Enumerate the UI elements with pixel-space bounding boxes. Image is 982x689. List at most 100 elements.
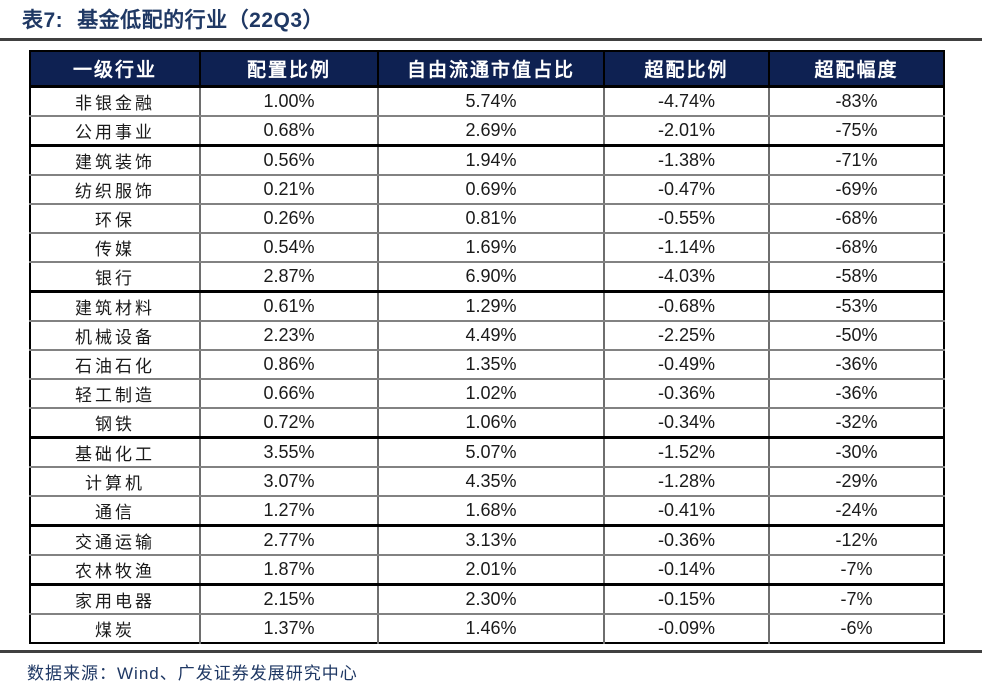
cell-overweight-ratio: -0.34% [603, 408, 769, 439]
cell-overweight-ratio: -4.03% [603, 262, 769, 293]
cell-overweight-magnitude: -30% [768, 437, 944, 468]
cell-industry: 银行 [30, 262, 200, 293]
table-row: 家用电器 2.15% 2.30% -0.15% -7% [30, 584, 944, 615]
cell-float-mcap-share: 1.29% [377, 291, 604, 322]
cell-industry: 交通运输 [30, 525, 200, 556]
table-row: 钢铁 0.72% 1.06% -0.34% -32% [30, 408, 944, 439]
table-row: 传媒 0.54% 1.69% -1.14% -68% [30, 233, 944, 263]
fund-underweight-industries-table: 一级行业 配置比例 自由流通市值占比 超配比例 超配幅度 非银金融 1.00% 5.… [29, 50, 945, 644]
cell-overweight-ratio: -0.36% [603, 525, 769, 556]
cell-industry: 传媒 [30, 233, 200, 263]
cell-float-mcap-share: 1.94% [377, 145, 604, 176]
title-divider [0, 38, 982, 41]
cell-allocation-ratio: 0.86% [199, 350, 378, 380]
cell-overweight-ratio: -2.01% [603, 116, 769, 147]
cell-overweight-magnitude: -53% [768, 291, 944, 322]
cell-industry: 石油石化 [30, 350, 200, 380]
cell-allocation-ratio: 0.21% [199, 175, 378, 205]
cell-overweight-magnitude: -68% [768, 204, 944, 234]
column-header-allocation-ratio: 配置比例 [199, 51, 378, 88]
cell-overweight-ratio: -1.28% [603, 467, 769, 497]
cell-overweight-magnitude: -12% [768, 525, 944, 556]
cell-float-mcap-share: 2.69% [377, 116, 604, 147]
cell-overweight-ratio: -0.55% [603, 204, 769, 234]
cell-overweight-magnitude: -83% [768, 86, 944, 117]
cell-allocation-ratio: 0.61% [199, 291, 378, 322]
cell-float-mcap-share: 1.02% [377, 379, 604, 409]
cell-industry: 环保 [30, 204, 200, 234]
table-row: 计算机 3.07% 4.35% -1.28% -29% [30, 467, 944, 497]
cell-float-mcap-share: 1.68% [377, 496, 604, 527]
cell-overweight-ratio: -4.74% [603, 86, 769, 117]
cell-float-mcap-share: 1.46% [377, 614, 604, 643]
table-row: 农林牧渔 1.87% 2.01% -0.14% -7% [30, 555, 944, 586]
cell-allocation-ratio: 0.54% [199, 233, 378, 263]
cell-industry: 建筑装饰 [30, 145, 200, 176]
cell-overweight-ratio: -0.49% [603, 350, 769, 380]
cell-float-mcap-share: 4.35% [377, 467, 604, 497]
cell-allocation-ratio: 0.68% [199, 116, 378, 147]
cell-allocation-ratio: 1.00% [199, 86, 378, 117]
cell-overweight-magnitude: -7% [768, 555, 944, 586]
cell-float-mcap-share: 2.30% [377, 584, 604, 615]
cell-overweight-magnitude: -24% [768, 496, 944, 527]
cell-float-mcap-share: 0.69% [377, 175, 604, 205]
cell-float-mcap-share: 1.06% [377, 408, 604, 439]
cell-overweight-ratio: -0.09% [603, 614, 769, 643]
cell-overweight-ratio: -0.36% [603, 379, 769, 409]
cell-overweight-magnitude: -69% [768, 175, 944, 205]
column-header-overweight-ratio: 超配比例 [603, 51, 769, 88]
cell-industry: 建筑材料 [30, 291, 200, 322]
table-row: 交通运输 2.77% 3.13% -0.36% -12% [30, 525, 944, 556]
cell-industry: 轻工制造 [30, 379, 200, 409]
table-row: 基础化工 3.55% 5.07% -1.52% -30% [30, 437, 944, 468]
table-title-text: 基金低配的行业（22Q3） [77, 9, 325, 32]
cell-allocation-ratio: 1.37% [199, 614, 378, 643]
cell-overweight-ratio: -0.41% [603, 496, 769, 527]
cell-industry: 通信 [30, 496, 200, 527]
cell-allocation-ratio: 2.23% [199, 321, 378, 351]
cell-allocation-ratio: 2.87% [199, 262, 378, 293]
table-row: 纺织服饰 0.21% 0.69% -0.47% -69% [30, 175, 944, 205]
cell-float-mcap-share: 0.81% [377, 204, 604, 234]
cell-industry: 计算机 [30, 467, 200, 497]
cell-overweight-magnitude: -71% [768, 145, 944, 176]
cell-allocation-ratio: 0.72% [199, 408, 378, 439]
cell-overweight-ratio: -0.47% [603, 175, 769, 205]
cell-overweight-magnitude: -6% [768, 614, 944, 643]
cell-overweight-magnitude: -36% [768, 350, 944, 380]
cell-industry: 纺织服饰 [30, 175, 200, 205]
cell-float-mcap-share: 2.01% [377, 555, 604, 586]
cell-overweight-magnitude: -29% [768, 467, 944, 497]
cell-overweight-ratio: -0.14% [603, 555, 769, 586]
cell-allocation-ratio: 1.27% [199, 496, 378, 527]
column-header-industry: 一级行业 [30, 51, 200, 88]
page-title: 表7: 基金低配的行业（22Q3） [22, 4, 324, 34]
table-body: 非银金融 1.00% 5.74% -4.74% -83% 公用事业 0.68% 2.69% -2… [30, 86, 944, 643]
table-row: 银行 2.87% 6.90% -4.03% -58% [30, 262, 944, 293]
table-row: 煤炭 1.37% 1.46% -0.09% -6% [30, 614, 944, 643]
cell-float-mcap-share: 5.07% [377, 437, 604, 468]
table-number-label: 表7: [22, 9, 64, 32]
cell-allocation-ratio: 2.77% [199, 525, 378, 556]
table-row: 建筑材料 0.61% 1.29% -0.68% -53% [30, 291, 944, 322]
footer-divider [0, 650, 982, 653]
cell-overweight-magnitude: -36% [768, 379, 944, 409]
cell-allocation-ratio: 1.87% [199, 555, 378, 586]
cell-overweight-magnitude: -50% [768, 321, 944, 351]
table-header: 一级行业 配置比例 自由流通市值占比 超配比例 超配幅度 [30, 51, 944, 88]
cell-allocation-ratio: 0.66% [199, 379, 378, 409]
cell-industry: 公用事业 [30, 116, 200, 147]
cell-float-mcap-share: 5.74% [377, 86, 604, 117]
cell-float-mcap-share: 4.49% [377, 321, 604, 351]
cell-industry: 家用电器 [30, 584, 200, 615]
cell-industry: 基础化工 [30, 437, 200, 468]
cell-industry: 非银金融 [30, 86, 200, 117]
cell-industry: 煤炭 [95, 621, 135, 640]
cell-allocation-ratio: 0.56% [199, 145, 378, 176]
cell-overweight-magnitude: -32% [768, 408, 944, 439]
cell-overweight-ratio: -1.52% [603, 437, 769, 468]
cell-float-mcap-share: 1.69% [377, 233, 604, 263]
table-row: 非银金融 1.00% 5.74% -4.74% -83% [30, 86, 944, 117]
